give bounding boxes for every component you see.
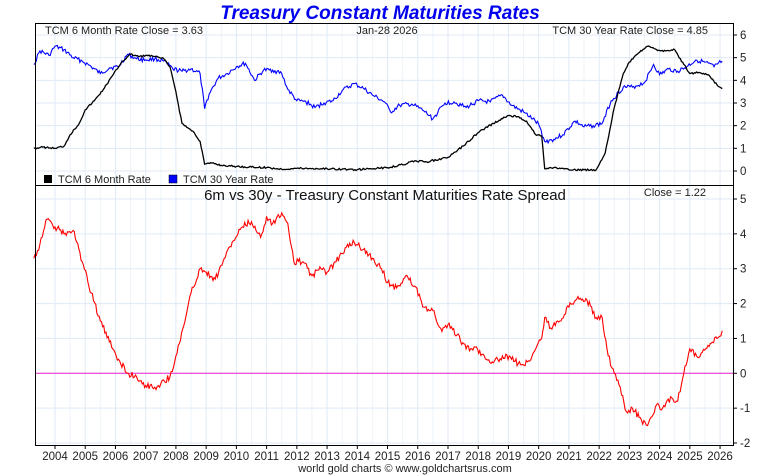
series-line-30-year [33,44,723,145]
y-tick-label: 1 [740,143,746,155]
y-tick-label: 4 [740,75,747,87]
x-tick-label: 2012 [284,451,310,463]
top-grid [36,24,733,185]
y-tick-label: 5 [740,53,746,65]
y-tick-label: 0 [740,368,746,380]
date-label: Jan-28 2026 [356,25,417,37]
bottom-y-axis: -2 -1 0 1 2 3 4 5 [733,194,750,450]
legend-30year-swatch [168,174,178,184]
x-tick-label: 2026 [707,451,733,463]
x-tick-label: 2008 [163,451,189,463]
x-axis: 2004 2005 2006 2007 2008 2009 2010 2011 2012 2013… [42,445,733,463]
y-tick-label: 2 [740,299,746,311]
y-tick-label: -1 [740,403,750,415]
bottom-series [33,211,723,427]
top-series [33,44,723,172]
x-tick-label: 2023 [617,451,643,463]
top-y-axis: 0 1 2 3 4 5 6 [733,30,747,178]
bottom-grid [36,186,733,445]
y-tick-label: 3 [740,98,746,110]
y-tick-label: 2 [740,121,746,133]
x-tick-label: 2010 [224,451,250,463]
spread-close-label: Close = 1.22 [644,187,706,199]
bottom-panel-frame [35,185,734,446]
y-tick-label: 6 [740,30,746,42]
chart-title: Treasury Constant Maturities Rates [220,3,540,24]
x-tick-label: 2021 [556,451,582,463]
y-tick-label: -2 [740,438,750,450]
x-tick-label: 2025 [677,451,703,463]
x-tick-label: 2009 [193,451,219,463]
x-tick-label: 2017 [435,451,461,463]
y-tick-label: 5 [740,194,746,206]
y-tick-label: 1 [740,333,746,345]
x-tick-label: 2014 [345,451,371,463]
x-tick-label: 2007 [133,451,159,463]
close-30year-label: TCM 30 Year Rate Close = 4.85 [552,25,708,37]
legend-6month-label: TCM 6 Month Rate [58,174,151,186]
footer-credit: world gold charts © www.goldchartsrus.co… [297,463,512,475]
x-tick-label: 2022 [586,451,612,463]
series-line-spread [33,211,723,427]
x-tick-label: 2018 [465,451,491,463]
legend-6month-swatch [44,175,52,183]
x-tick-label: 2006 [103,451,129,463]
x-tick-label: 2004 [42,451,68,463]
x-tick-label: 2019 [496,451,522,463]
x-tick-label: 2020 [526,451,552,463]
x-tick-label: 2013 [314,451,340,463]
x-tick-label: 2005 [72,451,98,463]
y-tick-label: 0 [740,166,746,178]
series-line-6-month [33,45,723,172]
top-panel-frame [35,23,734,186]
legend-30year-label: TCM 30 Year Rate [183,174,274,186]
y-tick-label: 4 [740,229,747,241]
x-tick-label: 2015 [375,451,401,463]
x-tick-label: 2016 [405,451,431,463]
x-tick-label: 2024 [647,451,673,463]
close-6month-label: TCM 6 Month Rate Close = 3.63 [45,25,203,37]
y-tick-label: 3 [740,264,746,276]
spread-title: 6m vs 30y - Treasury Constant Maturities… [204,187,566,204]
x-tick-label: 2011 [254,451,279,463]
